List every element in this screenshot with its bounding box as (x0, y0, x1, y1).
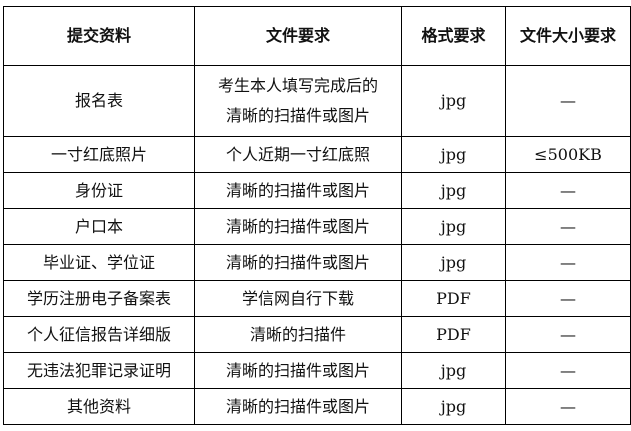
requirement-cell: 清晰的扫描件或图片 (194, 244, 402, 281)
format-cell: jpg (401, 136, 506, 173)
requirement-cell: 学信网自行下载 (194, 280, 402, 317)
size-cell: — (505, 172, 631, 209)
material-cell: 毕业证、学位证 (3, 244, 195, 281)
material-cell: 其他资料 (3, 388, 195, 425)
table-row: 个人征信报告详细版 清晰的扫描件 PDF — (3, 316, 631, 353)
format-cell: jpg (401, 65, 506, 137)
size-cell: — (505, 352, 631, 389)
format-cell: jpg (401, 352, 506, 389)
table-row: 其他资料 清晰的扫描件或图片 jpg — (3, 388, 631, 425)
format-cell: jpg (401, 244, 506, 281)
table-row: 一寸红底照片 个人近期一寸红底照 jpg ≤500KB (3, 136, 631, 173)
requirement-cell: 个人近期一寸红底照 (194, 136, 402, 173)
header-format: 格式要求 (401, 6, 506, 66)
material-cell: 户口本 (3, 208, 195, 245)
format-cell: PDF (401, 316, 506, 353)
table-row: 报名表 考生本人填写完成后的 清晰的扫描件或图片 jpg — (3, 65, 631, 137)
requirement-line: 清晰的扫描件或图片 (225, 106, 370, 125)
size-cell: — (505, 280, 631, 317)
requirement-cell: 清晰的扫描件或图片 (194, 352, 402, 389)
material-cell: 无违法犯罪记录证明 (3, 352, 195, 389)
size-cell: — (505, 65, 631, 137)
header-size: 文件大小要求 (505, 6, 631, 66)
submission-requirements-table: 提交资料 文件要求 格式要求 文件大小要求 报名表 考生本人填写完成后的 清晰的扫… (3, 6, 631, 425)
header-row: 提交资料 文件要求 格式要求 文件大小要求 (3, 6, 631, 66)
size-cell: — (505, 388, 631, 425)
size-cell: — (505, 244, 631, 281)
material-cell: 个人征信报告详细版 (3, 316, 195, 353)
material-cell: 报名表 (3, 65, 195, 137)
size-cell: — (505, 316, 631, 353)
header-material: 提交资料 (3, 6, 195, 66)
header-requirement: 文件要求 (194, 6, 402, 66)
format-cell: jpg (401, 388, 506, 425)
requirement-line: 考生本人填写完成后的 (217, 76, 378, 95)
table-row: 身份证 清晰的扫描件或图片 jpg — (3, 172, 631, 209)
format-cell: jpg (401, 172, 506, 209)
table-row: 户口本 清晰的扫描件或图片 jpg — (3, 208, 631, 245)
size-cell: — (505, 208, 631, 245)
requirement-cell: 考生本人填写完成后的 清晰的扫描件或图片 (194, 65, 402, 137)
requirement-cell: 清晰的扫描件 (194, 316, 402, 353)
size-cell: ≤500KB (505, 136, 631, 173)
format-cell: PDF (401, 280, 506, 317)
material-cell: 身份证 (3, 172, 195, 209)
material-cell: 学历注册电子备案表 (3, 280, 195, 317)
table-row: 毕业证、学位证 清晰的扫描件或图片 jpg — (3, 244, 631, 281)
format-cell: jpg (401, 208, 506, 245)
table-row: 无违法犯罪记录证明 清晰的扫描件或图片 jpg — (3, 352, 631, 389)
requirement-cell: 清晰的扫描件或图片 (194, 172, 402, 209)
requirement-cell: 清晰的扫描件或图片 (194, 208, 402, 245)
requirement-cell: 清晰的扫描件或图片 (194, 388, 402, 425)
table-row: 学历注册电子备案表 学信网自行下载 PDF — (3, 280, 631, 317)
material-cell: 一寸红底照片 (3, 136, 195, 173)
